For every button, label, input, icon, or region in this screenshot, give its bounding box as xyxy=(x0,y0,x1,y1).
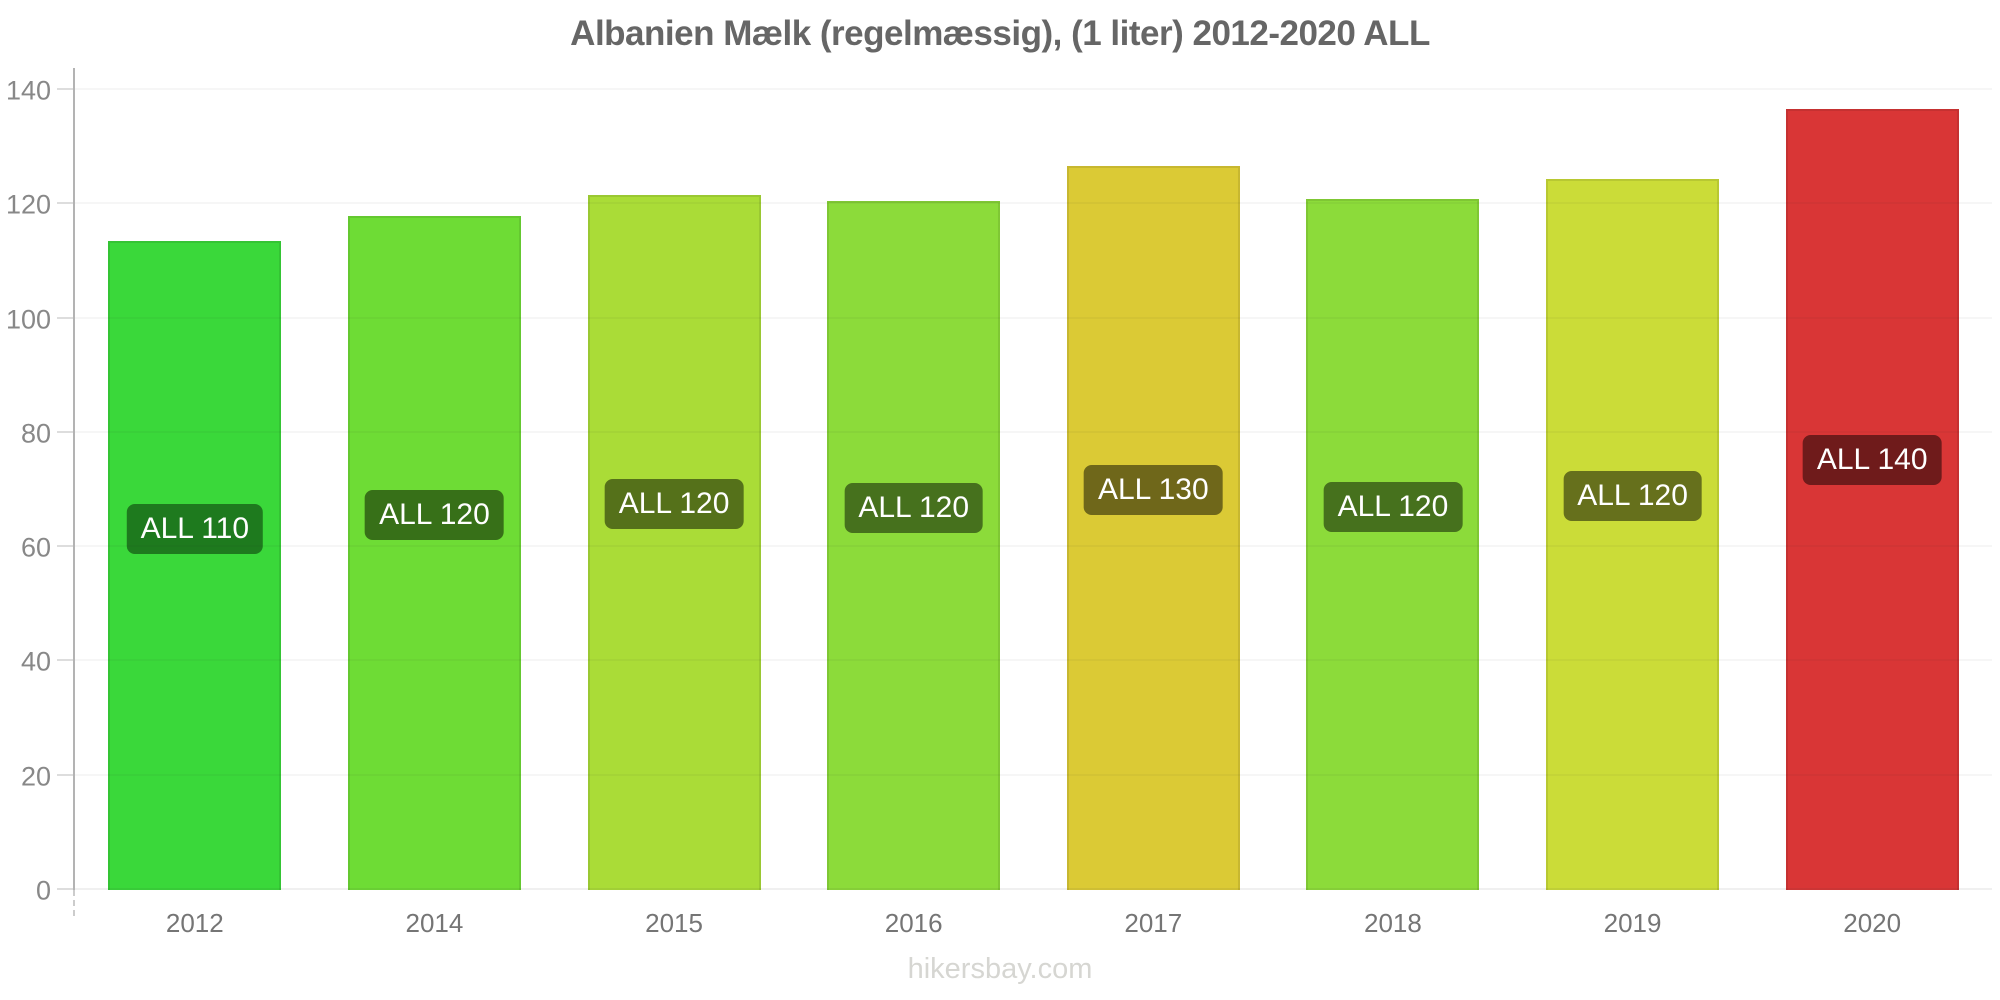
bar-value-label-2019: ALL 120 xyxy=(1563,471,1702,522)
bar-2020: ALL 140 xyxy=(1785,109,1959,890)
bar-value-label-2016: ALL 120 xyxy=(844,482,984,533)
gridline-40 xyxy=(75,659,1992,662)
x-tick-label-2020: 2020 xyxy=(1843,908,1902,938)
bar-group-2020: ALL 140 xyxy=(1752,90,1992,890)
chart-title: Albanien Mælk (regelmæssig), (1 liter) 2… xyxy=(570,14,1430,53)
x-axis-origin-tick xyxy=(73,890,75,916)
x-tick-label-2015: 2015 xyxy=(645,908,703,938)
x-tick-label-2018: 2018 xyxy=(1364,908,1422,938)
bar-value-label-2018: ALL 120 xyxy=(1323,481,1463,532)
bar-value-label-2020: ALL 140 xyxy=(1802,435,1942,486)
gridline-0 xyxy=(75,888,1992,890)
gridline-120 xyxy=(75,202,1992,205)
plot-area: 0 20 40 60 80 100 120 140 ALL 110 ALL 120 ALL 120… xyxy=(6,68,1992,938)
x-axis-labels: 2012 2014 2015 2016 2017 2018 2019 2020 xyxy=(75,908,1992,939)
bars: ALL 110 ALL 120 ALL 120 ALL 120 ALL 130 ALL 1… xyxy=(75,90,1992,890)
y-tick-mark-20 xyxy=(57,773,73,776)
bar-value-label-2017: ALL 130 xyxy=(1083,464,1223,515)
bar-value-label-2014: ALL 120 xyxy=(365,490,504,541)
bar-group-2018: ALL 120 xyxy=(1273,90,1513,890)
bar-group-2017: ALL 130 xyxy=(1034,90,1274,890)
bar-2015: ALL 120 xyxy=(587,194,761,890)
y-tick-label-120: 120 xyxy=(5,189,51,220)
y-tick-label-140: 140 xyxy=(5,75,51,106)
gridline-100 xyxy=(75,316,1992,319)
bar-group-2012: ALL 110 xyxy=(75,90,315,890)
bar-2014: ALL 120 xyxy=(347,215,521,890)
bar-2017: ALL 130 xyxy=(1066,166,1240,890)
bar-2019: ALL 120 xyxy=(1546,178,1720,890)
y-tick-mark-120 xyxy=(57,202,73,205)
bar-2012: ALL 110 xyxy=(108,240,282,890)
x-tick-label-2017: 2017 xyxy=(1124,908,1183,938)
y-tick-label-40: 40 xyxy=(20,646,51,677)
x-tick-label-2019: 2019 xyxy=(1603,908,1662,938)
y-tick-mark-60 xyxy=(57,545,73,548)
y-tick-mark-0 xyxy=(57,888,73,890)
x-tick-label-2012: 2012 xyxy=(165,908,224,938)
x-tick-label-2016: 2016 xyxy=(884,908,943,938)
bar-value-label-2015: ALL 120 xyxy=(604,479,744,530)
gridline-60 xyxy=(75,545,1992,548)
y-tick-mark-100 xyxy=(57,316,73,319)
bar-value-label-2012: ALL 110 xyxy=(126,503,264,554)
bar-group-2019: ALL 120 xyxy=(1513,90,1753,890)
y-tick-label-100: 100 xyxy=(5,304,51,335)
watermark: hikersbay.com xyxy=(907,953,1093,985)
y-tick-label-60: 60 xyxy=(20,532,51,563)
bar-2018: ALL 120 xyxy=(1306,198,1480,890)
y-tick-label-80: 80 xyxy=(20,418,51,449)
gridline-20 xyxy=(75,773,1992,776)
bar-2016: ALL 120 xyxy=(827,200,1001,890)
y-tick-label-0: 0 xyxy=(35,875,51,906)
y-tick-mark-80 xyxy=(57,430,73,433)
y-tick-mark-140 xyxy=(57,88,73,90)
y-tick-label-20: 20 xyxy=(20,761,51,792)
y-tick-mark-40 xyxy=(57,659,73,662)
bar-group-2015: ALL 120 xyxy=(554,90,794,890)
gridline-80 xyxy=(75,430,1992,433)
x-tick-label-2014: 2014 xyxy=(405,908,464,938)
gridline-140 xyxy=(75,88,1992,90)
y-axis-line xyxy=(73,68,75,890)
bar-group-2016: ALL 120 xyxy=(794,90,1034,890)
bar-group-2014: ALL 120 xyxy=(315,90,555,890)
